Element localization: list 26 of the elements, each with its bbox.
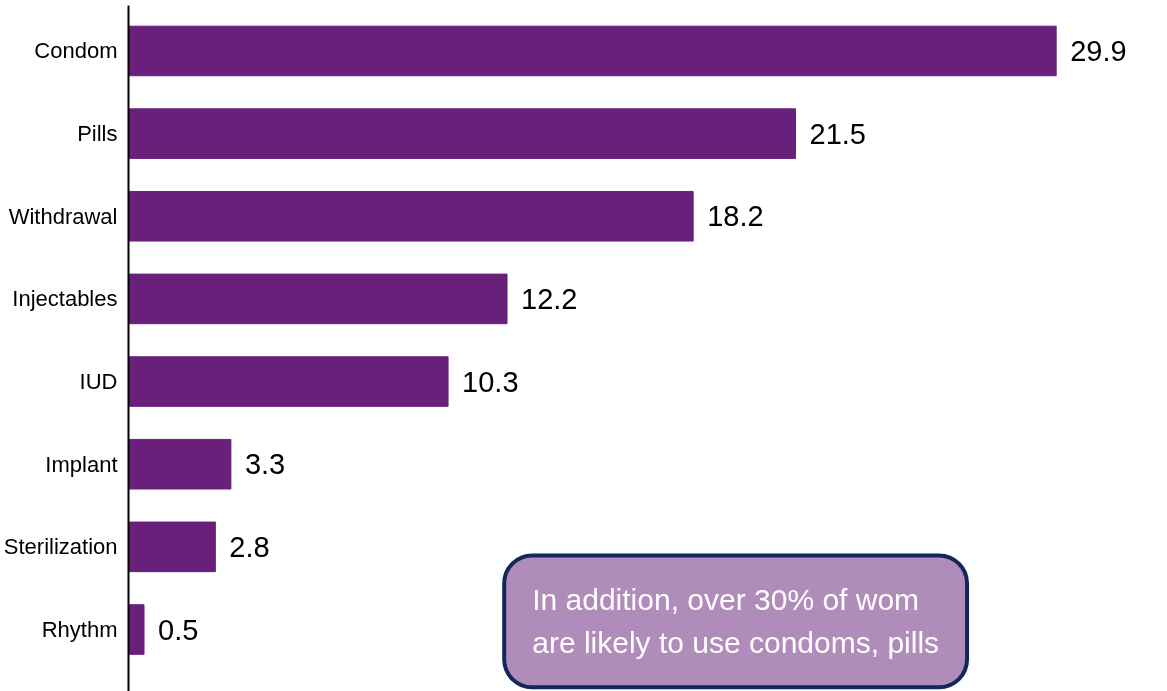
data-label: 21.5: [809, 117, 867, 150]
y-tick-label: IUD: [79, 369, 118, 395]
data-label: 29.9: [1070, 34, 1127, 67]
data-label: 3.3: [244, 448, 286, 481]
y-tick-label: Rhythm: [41, 617, 118, 643]
bar: [128, 108, 797, 159]
y-tick-label: Injectables: [12, 286, 118, 312]
bar: [128, 438, 232, 490]
y-tick-label: Condom: [34, 38, 118, 64]
y-tick-label: Sterilization: [3, 534, 118, 560]
data-label: 12.2: [521, 282, 578, 315]
data-label: 18.2: [707, 200, 764, 233]
data-label: 10.3: [462, 365, 519, 398]
annotation: are likely to use condoms, pills: [532, 626, 940, 660]
bar: [128, 521, 216, 573]
y-tick-label: Withdrawal: [8, 203, 118, 229]
y-tick-label: Pills: [77, 121, 118, 147]
annotation: In addition, over 30% of wom: [532, 583, 920, 617]
bar: [128, 604, 145, 655]
bar: [128, 25, 1057, 77]
bar: [128, 356, 449, 407]
data-label: 2.8: [229, 530, 270, 563]
data-label: 0.5: [158, 613, 199, 646]
bar: [128, 190, 694, 242]
y-tick-label: Implant: [45, 451, 118, 477]
bar: [128, 273, 508, 325]
